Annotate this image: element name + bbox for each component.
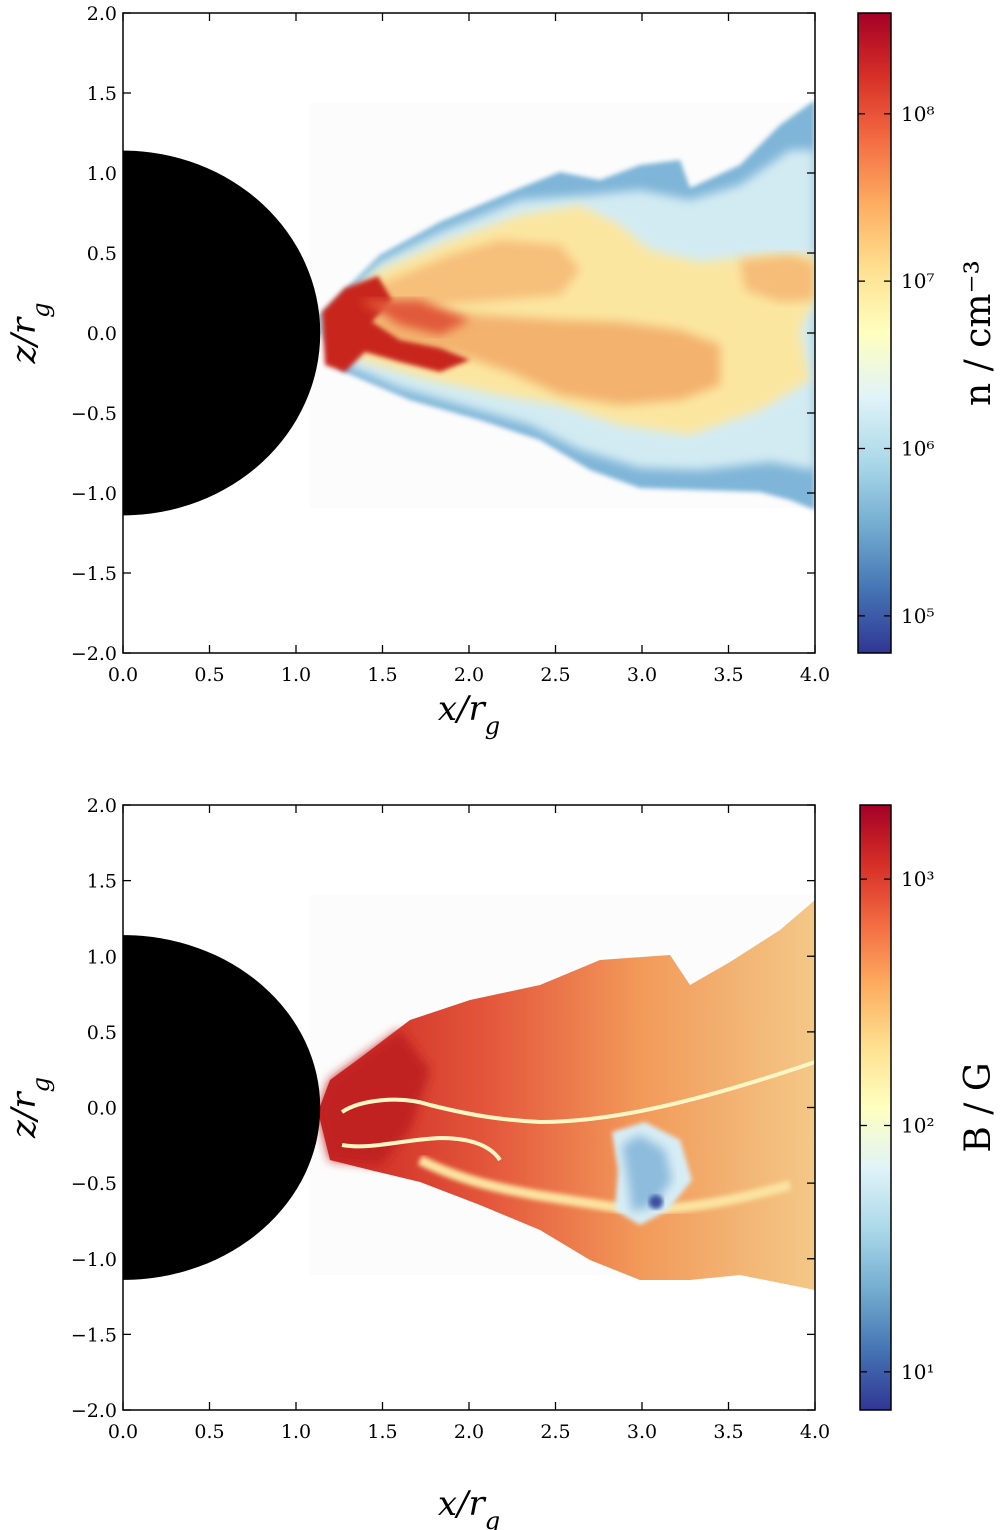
y-tick-label: 2.0 — [87, 3, 117, 25]
black-hole-horizon — [123, 150, 321, 516]
colorbar-tick-label: 10⁶ — [901, 437, 934, 461]
density-x-axis-label: x/rg — [438, 689, 500, 740]
x-tick-label: 4.0 — [800, 1421, 830, 1443]
y-tick-label: 1.0 — [87, 946, 117, 968]
x-tick-label: 0.0 — [108, 1421, 138, 1443]
x-tick-label: 3.0 — [627, 664, 657, 686]
x-tick-label: 1.0 — [281, 1421, 311, 1443]
y-tick-label: 1.5 — [87, 83, 117, 105]
field-y-axis-label: z/rg — [4, 1077, 55, 1139]
y-tick-label: 2.0 — [87, 795, 117, 817]
x-tick-label: 3.5 — [713, 1421, 743, 1443]
x-tick-label: 1.5 — [367, 664, 397, 686]
low-field-minimum — [649, 1195, 663, 1209]
x-tick-label: 1.5 — [367, 1421, 397, 1443]
field-y-ticks: −2.0 −1.5 −1.0 −0.5 0.0 0.5 1.0 1.5 2.0 — [71, 795, 815, 1422]
colorbar-tick-label: 10¹ — [901, 1360, 934, 1384]
current-sheet-upper — [340, 1060, 815, 1125]
y-tick-label: −1.5 — [71, 1324, 117, 1346]
density-colorbar-ticks: 10⁵ 10⁶ 10⁷ 10⁸ — [858, 102, 934, 628]
field-panel: 0.0 0.5 1.0 1.5 2.0 2.5 3.0 3.5 4.0 −2.0 −1.5 −1.0… — [4, 795, 999, 1530]
field-strong-core — [318, 1030, 430, 1165]
x-tick-label: 3.5 — [713, 664, 743, 686]
y-tick-label: −1.0 — [71, 483, 117, 505]
x-tick-label: 4.0 — [800, 664, 830, 686]
density-core-halo — [360, 300, 470, 335]
x-tick-label: 2.5 — [540, 664, 570, 686]
density-colorbar — [857, 12, 892, 654]
density-colorbar-label: n / cm⁻³ — [958, 260, 999, 406]
density-panel: 0.0 0.5 1.0 1.5 2.0 2.5 3.0 3.5 4.0 −2.0 −1.5 −1.0… — [4, 3, 999, 740]
y-tick-label: −0.5 — [71, 403, 117, 425]
x-tick-label: 0.5 — [194, 1421, 224, 1443]
density-y-ticks: −2.0 −1.5 −1.0 −0.5 0.0 0.5 1.0 1.5 2.0 — [71, 3, 815, 665]
colorbar-tick-label: 10⁵ — [901, 604, 934, 628]
field-colorbar-ticks: 10¹ 10² 10³ — [860, 867, 934, 1384]
colorbar-tick-label: 10⁸ — [901, 102, 934, 126]
field-yellow-band — [417, 1155, 792, 1214]
y-tick-label: 0.0 — [87, 323, 117, 345]
black-hole-horizon — [123, 935, 321, 1280]
x-tick-label: 2.0 — [454, 664, 484, 686]
field-x-axis-label: x/rg — [438, 1484, 500, 1530]
x-tick-label: 1.0 — [281, 664, 311, 686]
x-tick-label: 2.5 — [540, 1421, 570, 1443]
field-colorbar — [859, 804, 892, 1411]
density-right-lobe — [740, 255, 815, 302]
density-x-ticks: 0.0 0.5 1.0 1.5 2.0 2.5 3.0 3.5 4.0 — [108, 13, 830, 686]
x-tick-label: 3.0 — [627, 1421, 657, 1443]
field-colorbar-label: B / G — [958, 1062, 999, 1152]
y-tick-label: 0.5 — [87, 243, 117, 265]
y-tick-label: −1.5 — [71, 563, 117, 585]
x-tick-label: 2.0 — [454, 1421, 484, 1443]
field-x-ticks: 0.0 0.5 1.0 1.5 2.0 2.5 3.0 3.5 4.0 — [108, 805, 830, 1443]
y-tick-label: 1.0 — [87, 163, 117, 185]
y-tick-label: −2.0 — [71, 1400, 117, 1422]
x-tick-label: 0.0 — [108, 664, 138, 686]
colorbar-tick-label: 10⁷ — [901, 269, 934, 293]
current-sheet-lower — [341, 1135, 502, 1162]
y-tick-label: −1.0 — [71, 1249, 117, 1271]
low-field-bubble-inner — [622, 1135, 672, 1212]
colorbar-tick-label: 10³ — [901, 867, 934, 891]
x-tick-label: 0.5 — [194, 664, 224, 686]
density-y-axis-label: z/rg — [4, 303, 55, 365]
y-tick-label: −0.5 — [71, 1173, 117, 1195]
field-region — [318, 900, 815, 1290]
y-tick-label: 0.0 — [87, 1098, 117, 1120]
y-tick-label: 0.5 — [87, 1022, 117, 1044]
density-core — [322, 276, 470, 372]
y-tick-label: 1.5 — [87, 871, 117, 893]
colorbar-tick-label: 10² — [901, 1113, 934, 1137]
y-tick-label: −2.0 — [71, 643, 117, 665]
